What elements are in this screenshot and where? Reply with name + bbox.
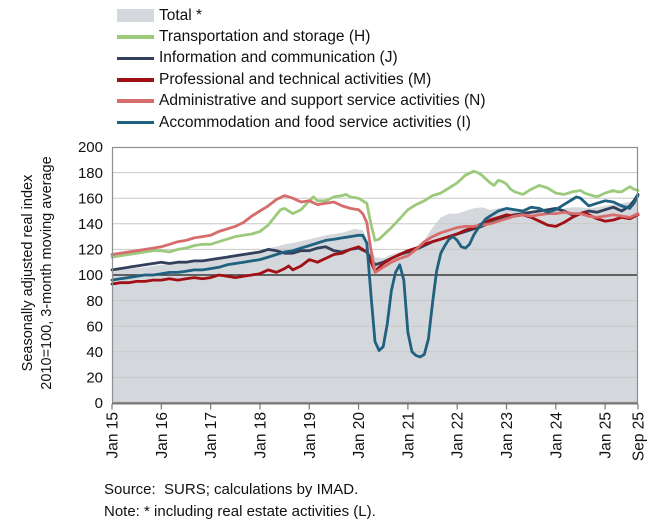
legend-item: Total *	[117, 5, 485, 26]
legend-item: Accommodation and food service activitie…	[117, 112, 485, 133]
x-tick-label: Jan 15	[105, 412, 122, 459]
legend-swatch-line-3	[117, 78, 154, 82]
y-tick-label-0: 0	[95, 395, 103, 412]
x-tick-label: Jan 16	[154, 412, 171, 459]
legend-swatch-area-0	[117, 9, 154, 23]
legend-item: Transportation and storage (H)	[117, 26, 485, 47]
plot-border	[111, 146, 639, 404]
y-tick-label-200: 200	[78, 139, 103, 156]
x-tick-label: Jan 17	[203, 412, 220, 459]
x-tick-label: Jan 20	[351, 412, 368, 459]
legend-item: Administrative and support service activ…	[117, 91, 485, 112]
legend-swatch-line-1	[117, 35, 154, 39]
x-tick-label: Jan 23	[499, 412, 516, 459]
y-axis-title-line2: 2010=100, 3-month moving average	[38, 156, 55, 390]
x-tick-label: Jan 21	[400, 412, 417, 459]
note-text: Note: * including real estate activities…	[104, 503, 376, 520]
y-tick-label-140: 140	[78, 216, 103, 233]
series-line-1	[110, 169, 640, 259]
legend-item-label: Administrative and support service activ…	[159, 92, 486, 110]
x-tick-label: Jan 25	[598, 412, 615, 459]
legend-item: Professional and technical activities (M…	[117, 69, 485, 90]
legend: Total * Transportation and storage (H) Inf…	[117, 5, 485, 133]
legend-item-label: Accommodation and food service activitie…	[159, 113, 471, 131]
x-tick-label: Jan 24	[548, 412, 565, 459]
x-tick-label: Jan 18	[252, 412, 269, 459]
source-text: Source: SURS; calculations by IMAD.	[104, 481, 359, 498]
legend-item-label: Transportation and storage (H)	[159, 28, 371, 46]
y-tick-label-100: 100	[78, 267, 103, 284]
x-tick-label: Sep 25	[631, 412, 648, 461]
legend-item: Information and communication (J)	[117, 48, 485, 69]
legend-swatch-line-4	[117, 99, 154, 104]
y-tick-label-20: 20	[86, 370, 103, 387]
y-axis-title: Seasonally adjusted real index 2010=100,…	[19, 103, 57, 443]
y-tick-label-120: 120	[78, 242, 103, 259]
series-line-4	[110, 194, 640, 274]
legend-swatch-line-2	[117, 56, 154, 61]
legend-swatch-line-5	[117, 120, 154, 125]
y-tick-label-80: 80	[86, 293, 103, 310]
y-tick-label-180: 180	[78, 165, 103, 182]
x-tick-label: Jan 19	[302, 412, 319, 459]
y-tick-label-60: 60	[86, 318, 103, 335]
y-tick-label-40: 40	[86, 344, 103, 361]
x-tick-label: Jan 22	[450, 412, 467, 459]
y-axis-title-line1: Seasonally adjusted real index	[20, 174, 36, 372]
legend-item-label: Professional and technical activities (M…	[159, 70, 432, 88]
y-tick-label-160: 160	[78, 190, 103, 207]
legend-item-label: Total *	[159, 6, 203, 24]
series-line-5	[110, 194, 640, 359]
legend-item-label: Information and communication (J)	[159, 49, 398, 67]
